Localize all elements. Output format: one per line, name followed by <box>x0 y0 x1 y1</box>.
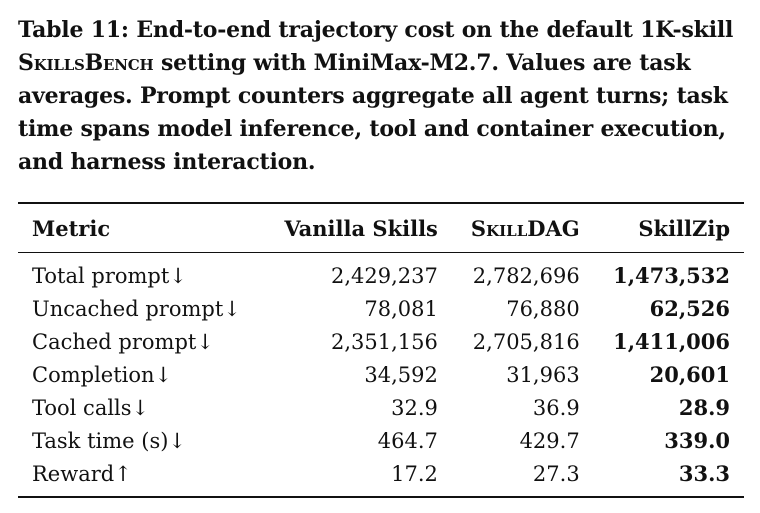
table-row: Tool calls↓ 32.9 36.9 28.9 <box>18 391 744 424</box>
metric-cell: Tool calls↓ <box>32 395 150 420</box>
header-vanilla-skills: Vanilla Skills <box>284 215 438 241</box>
metric-cell: Cached prompt↓ <box>32 329 214 354</box>
table-caption: Table 11: End-to-end trajectory cost on … <box>18 14 746 179</box>
header-metric: Metric <box>32 215 111 241</box>
caption-benchmark-name: SkillsBench <box>18 50 154 76</box>
skillzip-cell: 62,526 <box>649 296 730 321</box>
skillzip-cell: 339.0 <box>664 428 730 453</box>
metric-cell: Total prompt↓ <box>32 263 187 288</box>
vanilla-cell: 78,081 <box>364 296 438 321</box>
results-table: Metric Vanilla Skills SkillDAG SkillZip … <box>18 202 744 498</box>
skilldag-cell: 2,705,816 <box>472 329 580 354</box>
metric-cell: Completion↓ <box>32 362 173 387</box>
skillzip-cell: 28.9 <box>678 395 730 420</box>
metric-cell: Uncached prompt↓ <box>32 296 241 321</box>
skilldag-cell: 2,782,696 <box>472 263 580 288</box>
skillzip-cell: 20,601 <box>649 362 730 387</box>
header-skilldag: SkillDAG <box>470 215 580 241</box>
table-row: Reward↑ 17.2 27.3 33.3 <box>18 457 744 497</box>
vanilla-cell: 17.2 <box>391 461 438 486</box>
metric-cell: Reward↑ <box>32 461 132 486</box>
table-row: Uncached prompt↓ 78,081 76,880 62,526 <box>18 292 744 325</box>
table-header: Metric Vanilla Skills SkillDAG SkillZip <box>18 203 744 253</box>
table-row: Cached prompt↓ 2,351,156 2,705,816 1,411… <box>18 325 744 358</box>
vanilla-cell: 464.7 <box>377 428 438 453</box>
table-row: Completion↓ 34,592 31,963 20,601 <box>18 358 744 391</box>
caption-label: Table 11: <box>18 17 129 43</box>
caption-text-after: setting with MiniMax-M2.7. Values are ta… <box>18 50 728 175</box>
metric-cell: Task time (s)↓ <box>32 428 187 453</box>
skilldag-cell: 31,963 <box>506 362 580 387</box>
caption-text-before: End-to-end trajectory cost on the defaul… <box>136 17 734 43</box>
skillzip-cell: 33.3 <box>678 461 730 486</box>
skilldag-cell: 36.9 <box>532 395 580 420</box>
skilldag-cell: 76,880 <box>506 296 580 321</box>
vanilla-cell: 2,351,156 <box>330 329 438 354</box>
skilldag-cell: 429.7 <box>519 428 580 453</box>
table-row: Task time (s)↓ 464.7 429.7 339.0 <box>18 424 744 457</box>
skillzip-cell: 1,473,532 <box>613 263 730 288</box>
table-body: Total prompt↓ 2,429,237 2,782,696 1,473,… <box>18 253 744 497</box>
vanilla-cell: 2,429,237 <box>330 263 438 288</box>
header-skillzip: SkillZip <box>638 215 730 241</box>
skillzip-cell: 1,411,006 <box>613 329 730 354</box>
vanilla-cell: 34,592 <box>364 362 438 387</box>
table-row: Total prompt↓ 2,429,237 2,782,696 1,473,… <box>18 253 744 293</box>
header-row: Metric Vanilla Skills SkillDAG SkillZip <box>18 203 744 253</box>
skilldag-cell: 27.3 <box>532 461 580 486</box>
vanilla-cell: 32.9 <box>391 395 438 420</box>
